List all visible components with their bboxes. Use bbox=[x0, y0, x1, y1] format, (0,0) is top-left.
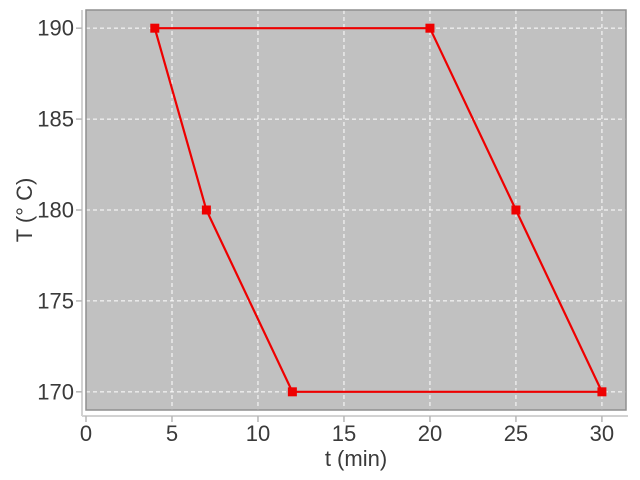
y-tick-label: 185 bbox=[37, 107, 74, 132]
y-tick-label: 180 bbox=[37, 198, 74, 223]
x-axis-label: t (min) bbox=[324, 446, 388, 471]
data-point-marker bbox=[511, 205, 521, 215]
x-tick-label: 25 bbox=[504, 421, 528, 446]
y-tick-label: 190 bbox=[37, 16, 74, 41]
x-tick-label: 5 bbox=[166, 421, 178, 446]
x-tick-label: 10 bbox=[246, 421, 270, 446]
data-point-marker bbox=[425, 23, 435, 33]
data-point-marker bbox=[150, 23, 160, 33]
data-point-marker bbox=[287, 387, 297, 397]
data-point-marker bbox=[201, 205, 211, 215]
x-tick-label: 30 bbox=[590, 421, 614, 446]
y-tick-label: 170 bbox=[37, 379, 74, 404]
data-point-marker bbox=[597, 387, 607, 397]
x-tick-label: 20 bbox=[418, 421, 442, 446]
y-tick-label: 175 bbox=[37, 288, 74, 313]
x-tick-label: 15 bbox=[332, 421, 356, 446]
plot-frame bbox=[85, 9, 627, 411]
y-axis-label: T (° C) bbox=[12, 177, 37, 243]
x-tick-label: 0 bbox=[80, 421, 92, 446]
